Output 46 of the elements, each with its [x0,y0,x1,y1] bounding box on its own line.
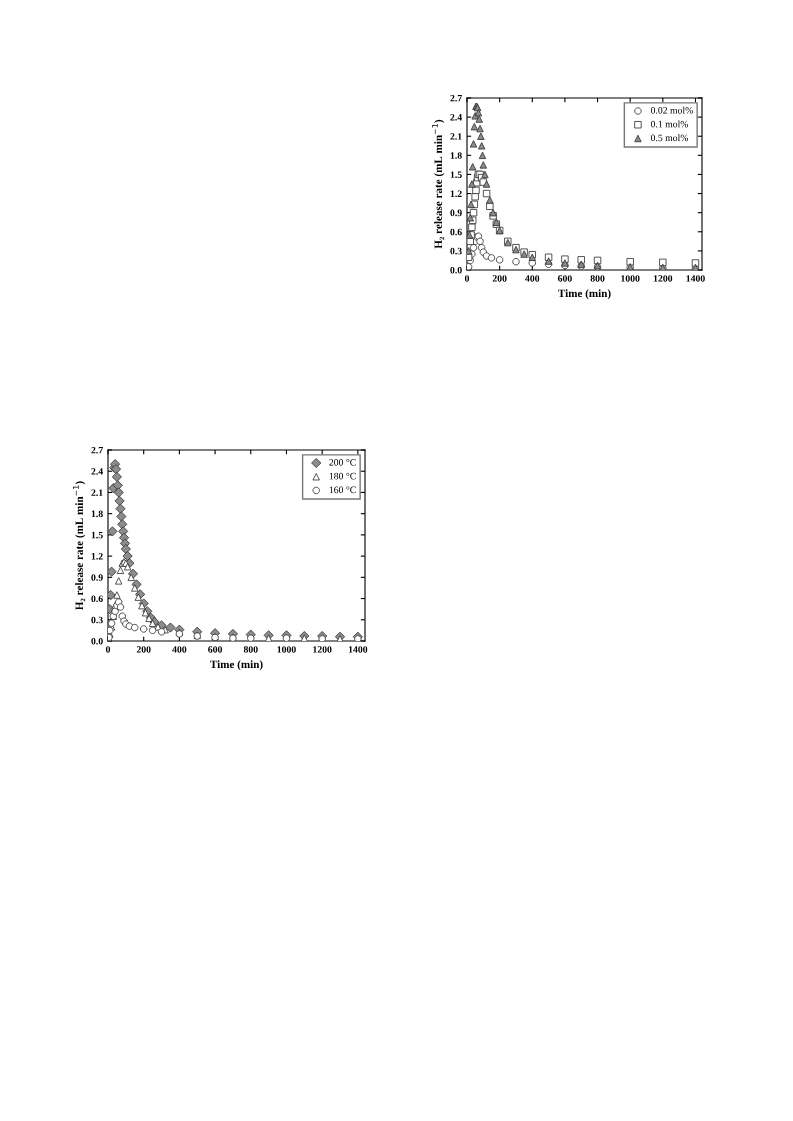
y-tick-label: 2.1 [91,489,103,496]
legend-label: 160 °C [329,486,356,494]
y-tick-label: 1.8 [91,510,103,518]
x-tick-label: 600 [557,275,572,282]
y-tick-label: 2.4 [450,114,462,121]
y-tick-label: 1.5 [450,171,462,178]
y-tick-label: 0.3 [91,616,103,624]
legend-label: 0.1 mol% [650,120,689,128]
legend-label: 200 °C [329,459,356,466]
legend-label: 0.02 mol% [650,106,693,114]
x-tick-label: 400 [172,646,187,653]
y-tick-label: 2.7 [450,94,462,102]
legend-label: 0.5 mol% [650,134,689,142]
y-tick-label: 0.0 [450,266,462,274]
y-tick-label: 0.9 [91,574,103,581]
x-tick-label: 800 [590,275,605,282]
y-tick-label: 0.3 [450,247,462,255]
x-axis-title: Time (min) [210,660,263,671]
y-tick-label: 2.7 [91,446,103,454]
y-tick-label: 0.6 [91,595,103,603]
y-tick-label: 2.1 [450,133,462,140]
y-axis-title: H₂ release rate (mL min$^{−1}$) [72,481,86,611]
x-tick-label: 0 [464,275,470,282]
x-axis-title: Time (min) [558,289,611,300]
x-tick-label: 200 [136,646,151,653]
y-tick-label: 0.0 [91,637,103,645]
x-tick-label: 400 [525,275,540,282]
y-tick-label: 0.9 [450,209,462,217]
x-tick-label: 1000 [277,646,296,653]
x-tick-label: 1400 [348,646,368,653]
y-axis-title: H₂ release rate (mL min$^{−1}$) [431,119,445,249]
x-tick-label: 600 [208,646,222,653]
x-tick-label: 0 [105,646,111,653]
x-tick-label: 800 [243,646,258,653]
y-tick-label: 1.2 [91,553,103,560]
x-tick-label: 1000 [621,275,640,282]
y-tick-label: 1.2 [450,190,462,198]
y-tick-label: 0.6 [450,228,462,236]
x-tick-label: 1200 [313,646,332,653]
x-tick-label: 200 [492,275,507,282]
y-tick-label: 1.8 [450,152,462,159]
x-tick-label: 1200 [653,275,673,282]
legend-label: 180 °C [329,472,356,480]
y-tick-label: 1.5 [91,531,103,539]
x-tick-label: 1400 [686,275,705,282]
y-tick-label: 2.4 [91,468,103,475]
